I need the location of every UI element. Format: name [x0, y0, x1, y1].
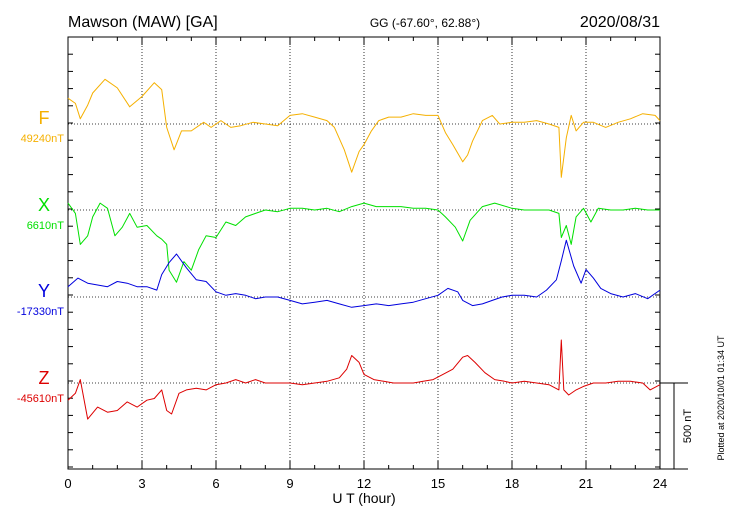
x-tick-label: 0: [64, 476, 71, 491]
grid-lines: [68, 37, 660, 469]
series-line-y: [67, 239, 661, 308]
plotted-timestamp: Plotted at 2020/10/01 01:34 UT: [716, 335, 726, 461]
series-name-x: X: [38, 195, 50, 215]
series-name-f: F: [39, 108, 50, 128]
x-tick-label: 15: [431, 476, 445, 491]
axis-ticks: 0 3 6 9 12 15 18 21 24: [64, 37, 667, 491]
series-baseline-x: 6610nT: [27, 220, 65, 232]
series-baseline-y: -17330nT: [17, 306, 64, 318]
x-tick-label: 6: [212, 476, 219, 491]
station-title: Mawson (MAW) [GA]: [68, 14, 218, 31]
series-line-f: [67, 78, 661, 178]
x-tick-label: 24: [653, 476, 667, 491]
x-tick-label: 12: [357, 476, 371, 491]
series-line-x: [67, 202, 660, 283]
x-axis-title: U T (hour): [332, 490, 395, 506]
series-name-y: Y: [38, 281, 50, 301]
plot-date: 2020/08/31: [580, 14, 660, 31]
series-baseline-f: 49240nT: [21, 133, 65, 145]
scale-bar-label: 500 nT: [682, 409, 694, 444]
series-baseline-z: -45610nT: [17, 393, 64, 405]
x-tick-label: 9: [286, 476, 293, 491]
series-group: [67, 78, 661, 420]
x-tick-label: 21: [579, 476, 593, 491]
scale-bar: 500 nT: [660, 382, 694, 470]
x-tick-label: 18: [505, 476, 519, 491]
station-coords: GG (-67.60°, 62.88°): [370, 16, 480, 30]
series-name-z: Z: [39, 368, 50, 388]
series-labels: F 49240nT X 6610nT Y -17330nT Z -45610nT: [17, 108, 64, 405]
series-line-z: [67, 339, 661, 420]
x-tick-label: 3: [138, 476, 145, 491]
